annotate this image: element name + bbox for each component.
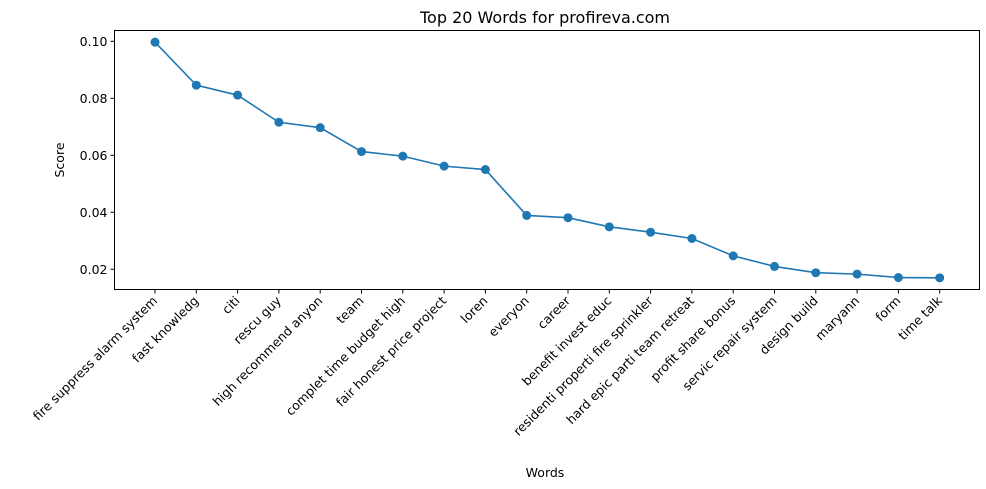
series-line xyxy=(154,41,940,279)
x-tick-label: everyon xyxy=(485,293,532,340)
y-tick-label: 0.08 xyxy=(80,91,108,106)
y-axis-label: Score xyxy=(52,142,67,177)
x-tick-label: team xyxy=(333,293,367,327)
data-point xyxy=(687,233,697,243)
x-tick-label: loren xyxy=(458,293,491,326)
x-tick-label: maryann xyxy=(812,293,862,343)
chart-title: Top 20 Words for profireva.com xyxy=(419,8,670,27)
x-tick-label: career xyxy=(534,292,573,331)
data-point xyxy=(274,117,284,127)
data-point xyxy=(935,273,945,283)
data-point xyxy=(646,227,656,237)
series-layer xyxy=(150,37,945,283)
data-point xyxy=(728,251,738,261)
y-tick-label: 0.10 xyxy=(80,34,108,49)
data-point xyxy=(852,269,862,279)
data-point xyxy=(893,273,903,283)
data-point xyxy=(563,213,573,223)
data-point xyxy=(357,147,366,157)
x-tick-label: form xyxy=(872,293,903,324)
data-point xyxy=(770,261,779,271)
x-tick-label: citi xyxy=(219,293,243,317)
y-tick-label: 0.02 xyxy=(80,262,108,277)
data-point xyxy=(811,268,821,278)
x-tick-label: time talk xyxy=(895,292,945,342)
y-axis: 0.02 0.04 0.06 0.08 0.10 xyxy=(80,34,115,277)
plot-area xyxy=(114,30,980,290)
y-tick-label: 0.04 xyxy=(80,205,108,220)
data-point xyxy=(191,80,201,90)
data-point xyxy=(315,123,325,133)
data-point xyxy=(398,151,408,161)
y-tick-label: 0.06 xyxy=(80,148,108,163)
data-point xyxy=(439,161,449,171)
data-point xyxy=(480,165,490,175)
data-point xyxy=(522,210,532,220)
x-axis-label: Words xyxy=(526,465,565,480)
data-point xyxy=(233,90,243,100)
plot-frame xyxy=(114,30,980,290)
data-point xyxy=(150,37,160,47)
data-point xyxy=(604,222,614,232)
